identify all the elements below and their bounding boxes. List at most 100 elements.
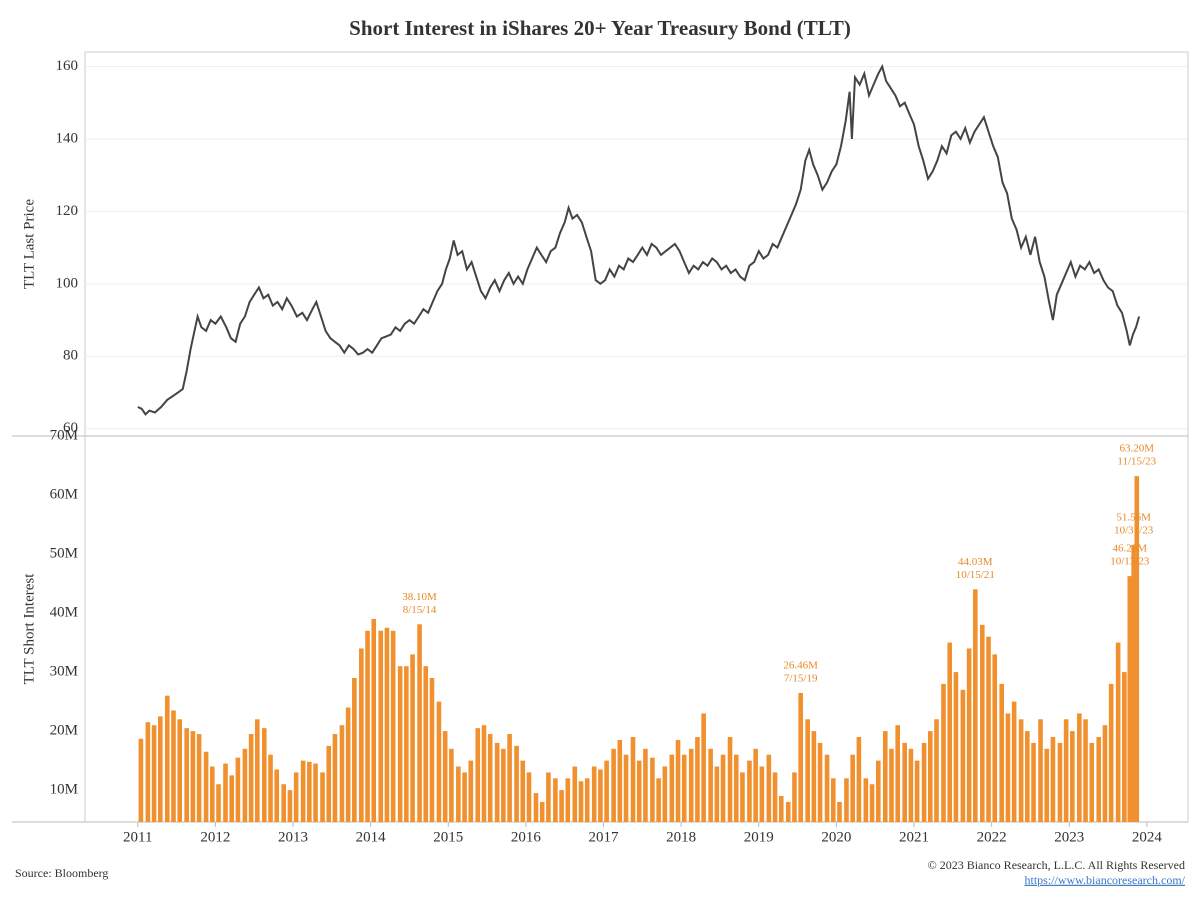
x-tick-label: 2018 (666, 829, 696, 845)
x-tick-label: 2014 (356, 829, 387, 845)
bar (320, 772, 325, 822)
bar (255, 719, 260, 822)
bar (223, 763, 228, 822)
bar (598, 769, 603, 822)
bar (817, 742, 823, 822)
x-tick-label: 2020 (821, 829, 851, 845)
bar (688, 748, 694, 822)
bar (1057, 742, 1063, 822)
bar (798, 692, 803, 822)
bar (708, 748, 713, 822)
bar (650, 757, 655, 822)
plot-frame (84, 51, 1189, 823)
annotation-value: 63.20M (1120, 443, 1155, 455)
y-tick-label: 70M (50, 427, 78, 443)
bar (869, 784, 875, 822)
bar (766, 754, 772, 822)
bar (837, 801, 842, 822)
annotation-date: 11/15/23 (1117, 456, 1156, 468)
bar (481, 725, 487, 822)
chart-title: Short Interest in iShares 20+ Year Treas… (349, 16, 851, 40)
bar (262, 728, 267, 822)
bar (740, 772, 745, 822)
bar (921, 742, 927, 822)
bar (675, 739, 681, 822)
bar (475, 728, 481, 822)
y-tick-label: 160 (56, 58, 79, 74)
bar (546, 772, 551, 822)
bar (533, 793, 539, 822)
annotation-date: 10/13/23 (1110, 556, 1150, 568)
bar (805, 719, 810, 822)
bar (274, 769, 280, 822)
bar (190, 731, 196, 822)
bar (429, 677, 435, 822)
bar (216, 784, 221, 822)
bar (1089, 742, 1095, 822)
bar (164, 695, 170, 822)
bar (695, 737, 700, 822)
annotation-date: 10/31/23 (1114, 524, 1154, 536)
x-tick-label: 2016 (511, 829, 542, 845)
annotation-value: 46.26M (1113, 543, 1148, 555)
annotation-date: 10/15/21 (956, 569, 995, 581)
bar (636, 760, 642, 822)
bar (578, 781, 584, 822)
bar (895, 725, 900, 822)
y-tick-label: 60 (63, 420, 78, 436)
bar (999, 683, 1005, 822)
website-link[interactable]: https://www.biancoresearch.com/ (1024, 873, 1185, 887)
x-tick-label: 2022 (977, 829, 1007, 845)
bar (720, 754, 726, 822)
bar (1077, 713, 1082, 822)
x-tick-label: 2021 (899, 829, 929, 845)
bar (390, 630, 396, 822)
bar (449, 748, 454, 822)
bar (462, 772, 467, 822)
bar (973, 589, 978, 822)
bar (733, 754, 739, 822)
y-axis-title: TLT Short Interest (21, 573, 37, 685)
bar (747, 760, 752, 822)
bar (908, 748, 914, 822)
y-tick-label: 140 (56, 130, 79, 146)
bar (404, 666, 409, 822)
bar (850, 754, 855, 822)
bar (559, 790, 564, 822)
x-tick-label: 2013 (278, 829, 308, 845)
bar (1131, 544, 1136, 822)
bar (1044, 748, 1050, 822)
bar (565, 778, 571, 822)
bar (960, 689, 966, 822)
bar (643, 748, 648, 822)
annotation-date: 8/15/14 (403, 604, 437, 616)
x-tick-label: 2019 (744, 829, 774, 845)
bar (1031, 742, 1036, 822)
bar (662, 766, 668, 822)
bar (151, 725, 157, 822)
bar (882, 731, 888, 822)
bar (177, 719, 182, 822)
bar (1115, 642, 1121, 822)
bar (953, 672, 959, 822)
y-tick-label: 50M (50, 545, 78, 561)
bar (727, 737, 733, 822)
website-link-text[interactable]: https://www.biancoresearch.com/ (1024, 873, 1185, 887)
bar (902, 742, 907, 822)
bar (365, 630, 370, 822)
bar (410, 654, 415, 822)
x-tick-label: 2023 (1054, 829, 1084, 845)
bar (397, 666, 403, 822)
bar (436, 701, 442, 822)
bar (1038, 719, 1043, 822)
bar (359, 648, 364, 822)
bar (520, 760, 526, 822)
bar (248, 734, 254, 822)
bar (196, 734, 202, 822)
bar (138, 738, 144, 822)
bar (307, 761, 312, 822)
bar (339, 725, 345, 822)
